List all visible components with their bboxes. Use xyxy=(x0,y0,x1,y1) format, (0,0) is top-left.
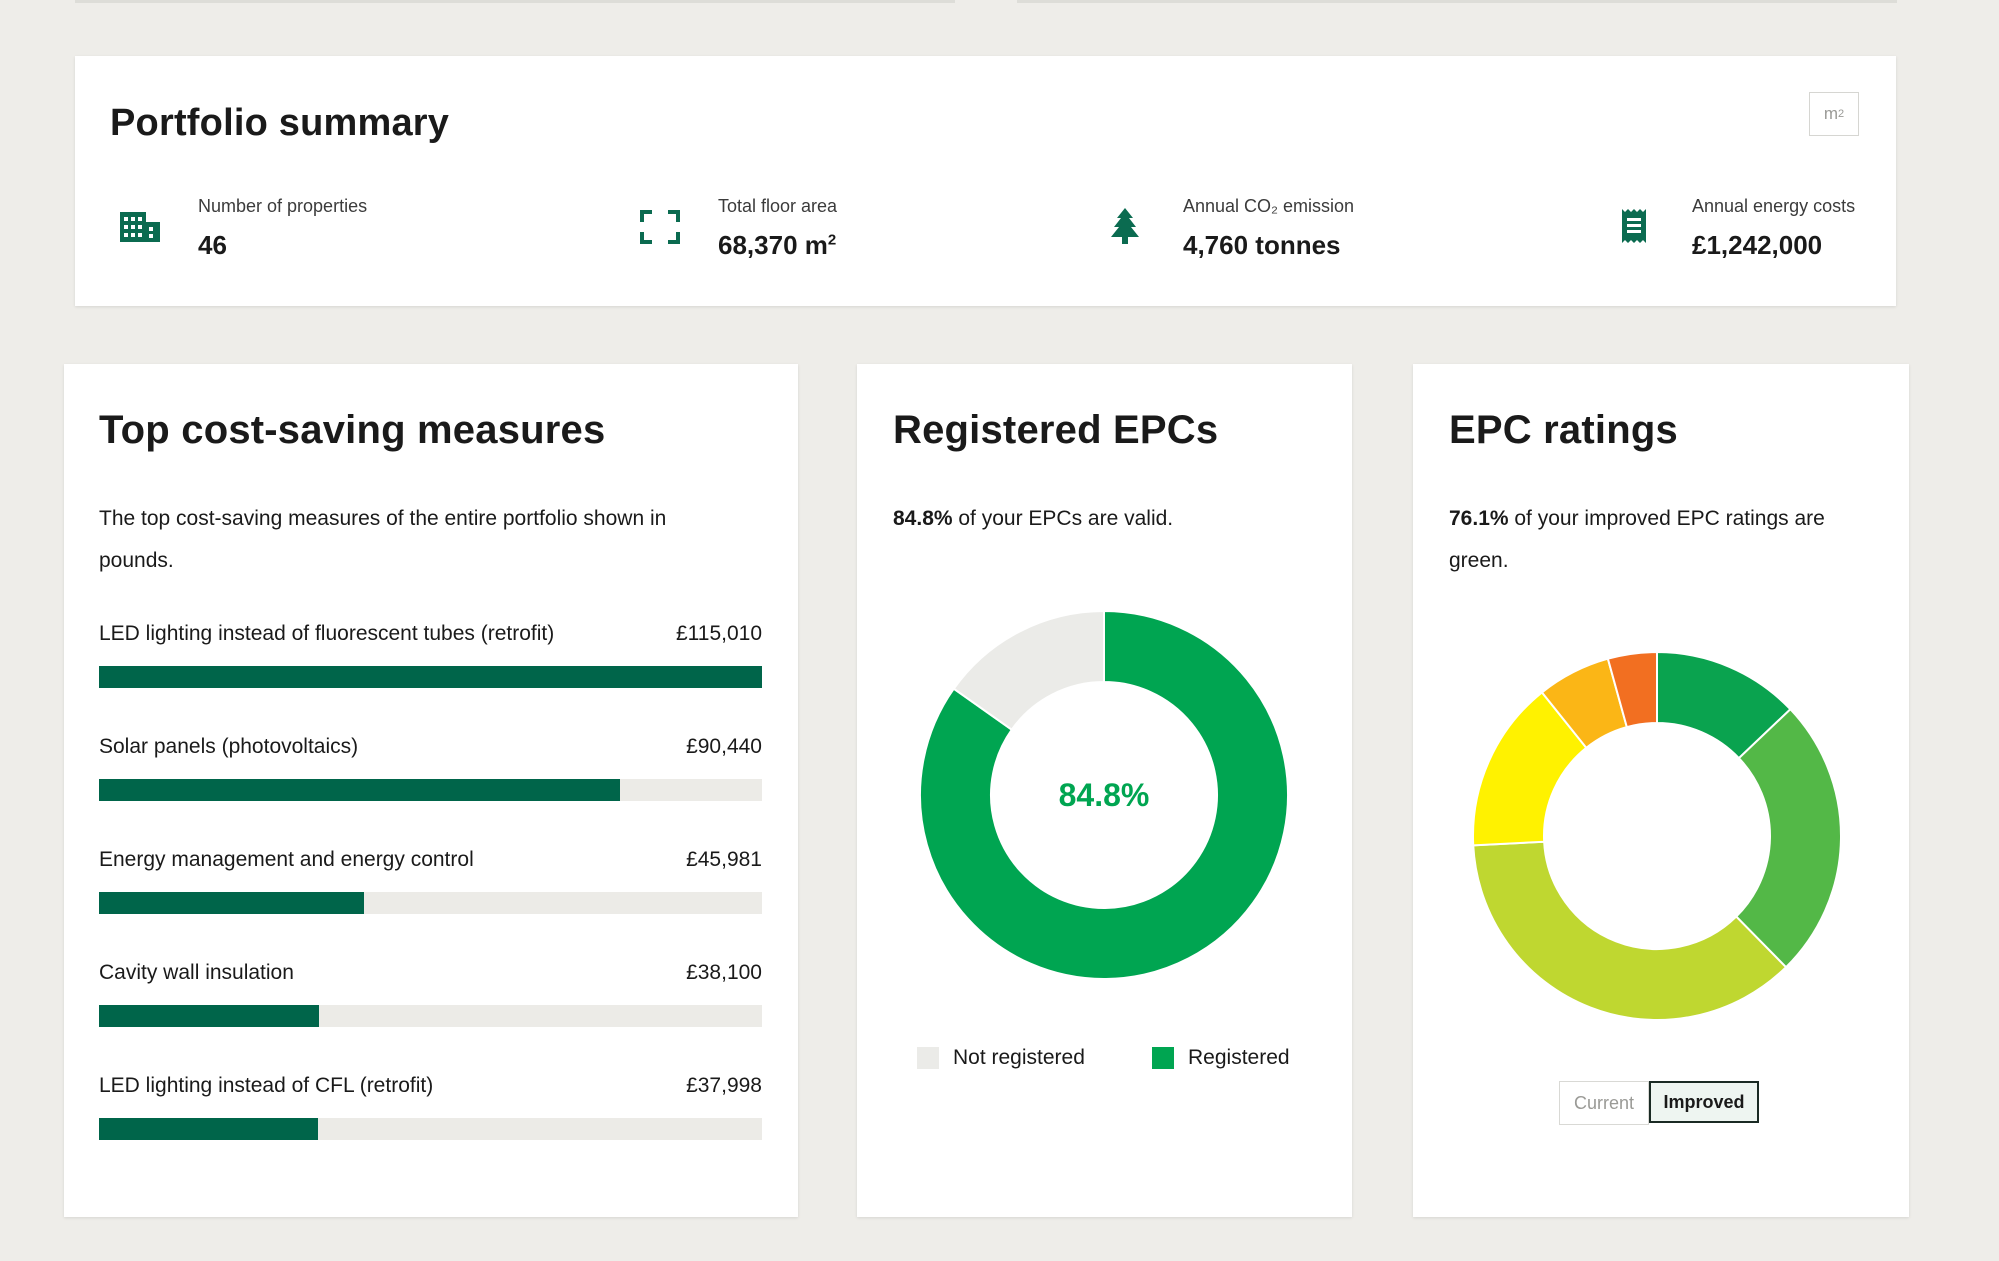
summary-text: of your improved EPC ratings are green. xyxy=(1449,507,1825,572)
top-strip-right xyxy=(1017,0,1897,3)
tree-icon xyxy=(1111,208,1139,244)
stat-label: Total floor area xyxy=(718,196,838,216)
measure-bar-fill xyxy=(99,779,621,801)
measure-name: LED lighting instead of fluorescent tube… xyxy=(99,622,555,645)
measure-row: Cavity wall insulation £38,100 xyxy=(99,961,762,1031)
measure-bar-fill xyxy=(99,1005,319,1027)
unit-toggle-sup: 2 xyxy=(1838,108,1845,120)
donut-center-label: 84.8% xyxy=(1059,777,1150,813)
stat-value: 4,760 tonnes xyxy=(1183,230,1341,260)
measure-bar-track xyxy=(99,779,762,801)
unit-toggle-label: m xyxy=(1823,104,1839,123)
measure-name: Solar panels (photovoltaics) xyxy=(99,735,359,758)
legend-label: Not registered xyxy=(953,1046,1085,1069)
building-icon xyxy=(120,212,160,242)
stat-value-text: 68,370 m xyxy=(718,230,828,260)
donut-slice-c[interactable] xyxy=(1472,840,1788,1021)
epc-ratings-summary: 76.1% of your improved EPC ratings are g… xyxy=(1449,498,1869,582)
measure-bar-track xyxy=(99,1118,762,1140)
measure-row: Energy management and energy control £45,… xyxy=(99,848,762,918)
stat-value: £1,242,000 xyxy=(1692,230,1823,260)
measure-row: LED lighting instead of fluorescent tube… xyxy=(99,622,762,692)
measure-amount: £115,010 xyxy=(675,622,762,645)
stat-label: Number of properties xyxy=(198,196,368,216)
measure-row: Solar panels (photovoltaics) £90,440 xyxy=(99,735,762,805)
cost-saving-measures-card: Top cost-saving measures The top cost-sa… xyxy=(64,364,798,1217)
epc-ratings-title: EPC ratings xyxy=(1449,408,1678,452)
legend-swatch xyxy=(917,1047,939,1069)
summary-text: of your EPCs are valid. xyxy=(952,507,1174,530)
stat-value: 68,370 m2 xyxy=(718,230,836,261)
measure-amount: £90,440 xyxy=(686,735,762,758)
measure-name: Cavity wall insulation xyxy=(99,961,294,984)
stat-value: 46 xyxy=(198,230,227,260)
toggle-improved-button[interactable]: Improved xyxy=(1649,1081,1759,1123)
measure-name: Energy management and energy control xyxy=(99,848,474,871)
registered-epcs-card: Registered EPCs 84.8% of your EPCs are v… xyxy=(857,364,1352,1217)
registered-epcs-summary: 84.8% of your EPCs are valid. xyxy=(893,498,1323,540)
measure-row: LED lighting instead of CFL (retrofit) £3… xyxy=(99,1074,762,1144)
measures-description: The top cost-saving measures of the enti… xyxy=(99,507,667,572)
current-improved-toggle: Current Improved xyxy=(1559,1081,1759,1125)
toggle-current-button[interactable]: Current xyxy=(1559,1081,1649,1125)
summary-percent: 76.1% xyxy=(1449,507,1509,530)
floor-area-icon xyxy=(640,210,680,244)
donut-slice-registered[interactable] xyxy=(919,610,1289,980)
measure-bar-fill xyxy=(99,666,762,688)
epc-ratings-card: EPC ratings 76.1% of your improved EPC r… xyxy=(1413,364,1909,1217)
portfolio-summary-title: Portfolio summary xyxy=(110,102,450,144)
epc-ratings-donut xyxy=(1472,651,1842,1021)
measures-title: Top cost-saving measures xyxy=(99,408,606,452)
measure-bar-fill xyxy=(99,892,365,914)
registered-epcs-title: Registered EPCs xyxy=(893,408,1219,452)
measure-amount: £38,100 xyxy=(686,961,762,984)
legend-label: Registered xyxy=(1188,1046,1290,1069)
measure-amount: £45,981 xyxy=(686,848,762,871)
measure-bar-fill xyxy=(99,1118,319,1140)
receipt-icon xyxy=(1622,209,1646,243)
summary-percent: 84.8% xyxy=(893,507,953,530)
stat-value-sup: 2 xyxy=(827,231,837,249)
stat-label: Annual energy costs xyxy=(1692,196,1856,216)
donut-slice-b[interactable] xyxy=(1734,707,1842,969)
measure-bar-track xyxy=(99,666,762,688)
measure-bar-track xyxy=(99,892,762,914)
measure-bar-track xyxy=(99,1005,762,1027)
donut-slice-f[interactable] xyxy=(1606,651,1658,729)
legend-registered[interactable]: Registered xyxy=(1152,1046,1290,1070)
measure-name: LED lighting instead of CFL (retrofit) xyxy=(99,1074,434,1097)
registered-epcs-donut: 84.8% xyxy=(919,610,1289,980)
top-strip-left xyxy=(75,0,955,3)
donut-slice-not-registered[interactable] xyxy=(952,610,1105,732)
legend-swatch xyxy=(1152,1047,1174,1069)
measure-amount: £37,998 xyxy=(686,1074,762,1097)
legend-not-registered[interactable]: Not registered xyxy=(917,1046,1085,1070)
stat-label: Annual CO₂ emission xyxy=(1183,196,1355,216)
